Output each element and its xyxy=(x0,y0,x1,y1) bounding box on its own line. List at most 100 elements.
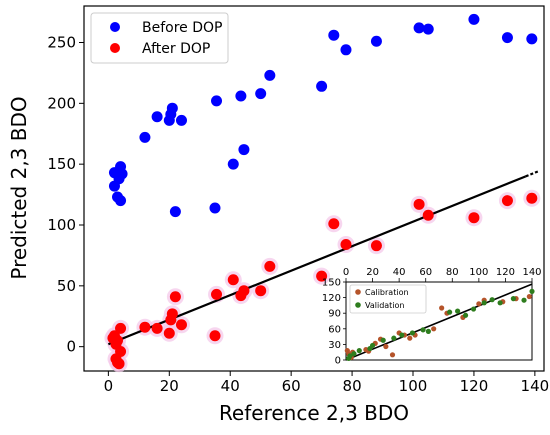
before-dop-point xyxy=(227,158,239,170)
inset-x-tick-label: 80 xyxy=(446,267,459,278)
before-dop-point xyxy=(340,44,352,56)
after-dop-point xyxy=(316,270,328,282)
before-dop-point xyxy=(316,80,328,92)
x-tick-label: 20 xyxy=(160,377,179,395)
before-dop-point xyxy=(264,69,276,81)
calibration-point xyxy=(476,301,482,307)
calibration-point xyxy=(389,352,396,358)
before-dop-point xyxy=(211,95,223,107)
inset-legend-marker-validation xyxy=(355,302,361,308)
before-dop-point xyxy=(255,88,267,100)
inset-x-tick-label: 140 xyxy=(522,267,541,278)
validation-point xyxy=(380,337,386,343)
inset-x-tick-label: 100 xyxy=(469,267,488,278)
inset-x-tick-label: 60 xyxy=(419,267,432,278)
inset-x-tick-label: 120 xyxy=(496,267,515,278)
after-dop-point xyxy=(413,198,425,210)
after-dop-point xyxy=(113,358,125,370)
y-tick-label: 200 xyxy=(47,94,76,112)
x-tick-label: 140 xyxy=(521,377,550,395)
y-tick-label: 50 xyxy=(57,277,76,295)
validation-point xyxy=(409,330,416,336)
inset-axis-ticks: 0 20 40 60 80 100 120 140 0 30 60 90 120 150 xyxy=(322,267,542,367)
inset-y-tick-label: 90 xyxy=(328,309,341,320)
before-dop-point xyxy=(328,29,340,41)
after-dop-point xyxy=(209,330,221,342)
after-dop-point xyxy=(370,240,382,252)
validation-point xyxy=(447,309,453,315)
y-tick-label: 0 xyxy=(66,338,76,356)
validation-point xyxy=(529,288,535,294)
after-dop-point xyxy=(139,321,151,333)
legend-label-before: Before DOP xyxy=(142,20,222,36)
validation-point xyxy=(470,306,477,312)
inset-legend-marker-calibration xyxy=(355,289,361,295)
inset-y-tick-label: 60 xyxy=(328,324,341,335)
validation-point xyxy=(351,351,357,357)
before-dop-point xyxy=(151,111,163,123)
after-dop-point xyxy=(501,195,513,207)
legend-marker-before xyxy=(110,22,120,32)
after-dop-point xyxy=(468,212,480,224)
inset-legend-label-validation: Validation xyxy=(365,301,405,310)
before-dop-point xyxy=(238,144,250,156)
after-dop-point xyxy=(163,327,175,339)
validation-point xyxy=(391,335,397,341)
x-tick-label: 120 xyxy=(460,377,489,395)
validation-point xyxy=(489,297,495,303)
validation-point xyxy=(399,332,405,338)
inset-y-tick-label: 0 xyxy=(335,356,341,367)
validation-point xyxy=(347,353,353,359)
x-axis-label: Reference 2,3 BDO xyxy=(219,401,409,425)
calibration-point xyxy=(431,326,437,332)
validation-point xyxy=(497,300,503,306)
x-tick-label: 80 xyxy=(343,377,362,395)
fit-line-extension xyxy=(525,170,539,178)
main-plot-marks xyxy=(104,13,541,373)
x-tick-label: 40 xyxy=(221,377,240,395)
fit-line xyxy=(107,175,527,346)
x-tick-label: 100 xyxy=(399,377,428,395)
inset-x-tick-label: 40 xyxy=(393,267,406,278)
after-dop-point xyxy=(115,346,127,358)
y-tick-label: 150 xyxy=(47,155,76,173)
after-dop-point xyxy=(264,260,276,272)
after-dop-point xyxy=(227,274,239,286)
inset-y-tick-label: 150 xyxy=(322,278,341,289)
inset-legend: Calibration Validation xyxy=(349,284,427,314)
before-dop-point xyxy=(139,131,151,143)
legend-label-after: After DOP xyxy=(142,41,210,57)
after-dop-point xyxy=(166,308,178,320)
after-dop-point xyxy=(169,291,181,303)
main-legend: Before DOP After DOP xyxy=(90,12,229,64)
before-dop-point xyxy=(235,90,247,102)
before-dop-point xyxy=(501,32,513,44)
calibration-point xyxy=(439,305,445,311)
before-dop-point xyxy=(175,114,187,126)
x-tick-label: 60 xyxy=(282,377,301,395)
before-dop-point xyxy=(169,206,181,218)
validation-point xyxy=(510,296,516,302)
after-dop-point xyxy=(340,238,352,250)
after-dop-point xyxy=(115,322,127,334)
inset-plot-marks xyxy=(344,283,535,362)
validation-point xyxy=(455,308,461,314)
inset-x-tick-label: 0 xyxy=(343,267,349,278)
calibration-point xyxy=(383,343,389,350)
before-dop-point xyxy=(209,202,221,214)
calibration-point xyxy=(407,335,413,341)
after-dop-point xyxy=(328,218,340,230)
validation-point xyxy=(425,328,431,334)
inset-y-tick-label: 120 xyxy=(322,293,341,304)
after-dop-point xyxy=(175,319,187,331)
validation-point xyxy=(462,312,469,318)
validation-point xyxy=(356,348,362,354)
before-dop-point xyxy=(115,195,127,207)
inset-legend-box xyxy=(349,284,427,314)
before-dop-point xyxy=(468,13,480,25)
after-dop-point xyxy=(238,285,250,297)
y-tick-label: 100 xyxy=(47,216,76,234)
after-dop-point xyxy=(151,322,163,334)
